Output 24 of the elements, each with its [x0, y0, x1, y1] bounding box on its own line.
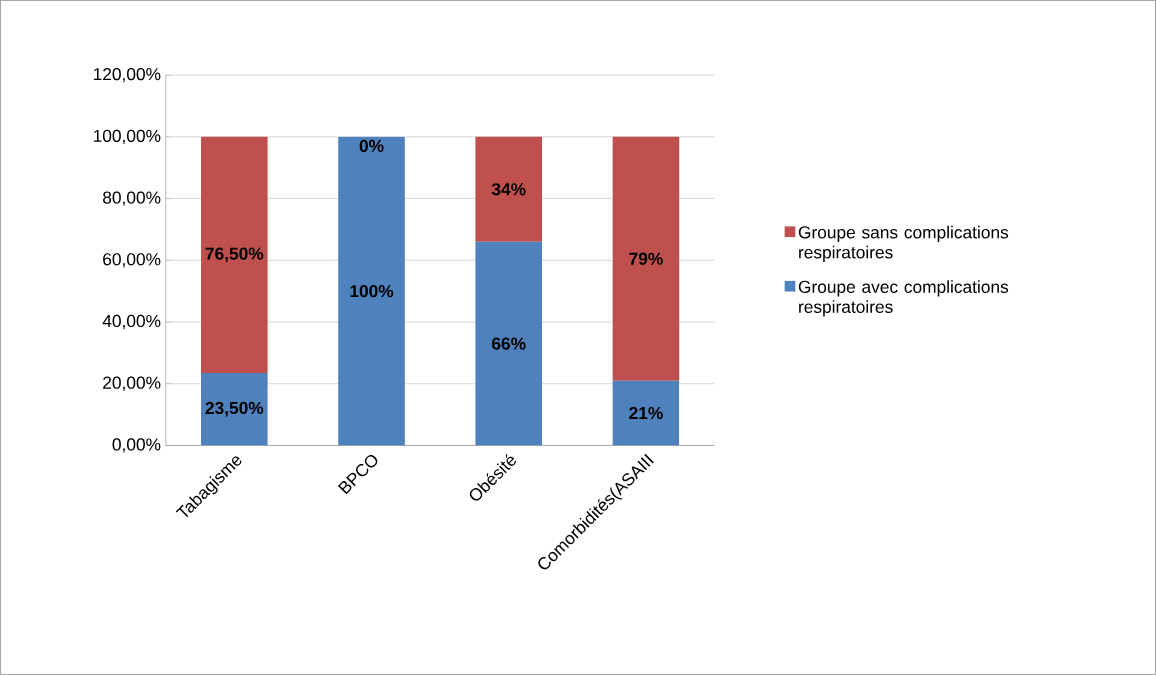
y-tick-label: 100,00%: [93, 129, 161, 144]
y-tick-label: 0,00%: [112, 438, 161, 453]
bar: [612, 380, 680, 446]
bar: [475, 241, 543, 446]
bar: [201, 372, 268, 446]
data-label: 0%: [359, 139, 384, 152]
y-tick-label: 80,00%: [103, 191, 161, 206]
data-label: 21%: [629, 406, 663, 420]
legend-label: Groupe sans complications respiratoires: [798, 225, 1009, 262]
bar: [475, 136, 543, 242]
y-tick-label: 20,00%: [103, 376, 161, 391]
y-tick-label: 120,00%: [93, 67, 161, 83]
legend-label: Groupe avec complications respiratoires: [798, 280, 1009, 317]
bar: [201, 136, 268, 373]
data-label: 34%: [491, 183, 526, 196]
bar: [338, 136, 405, 446]
y-tick-label: 40,00%: [102, 314, 161, 330]
data-label: 23,50%: [205, 401, 264, 417]
data-label: 100%: [350, 284, 394, 298]
y-tick-label: 60,00%: [103, 253, 161, 268]
data-label: 79%: [629, 252, 663, 265]
data-label: 66%: [492, 337, 526, 350]
data-label: 76,50%: [205, 247, 264, 263]
bar: [612, 136, 680, 381]
